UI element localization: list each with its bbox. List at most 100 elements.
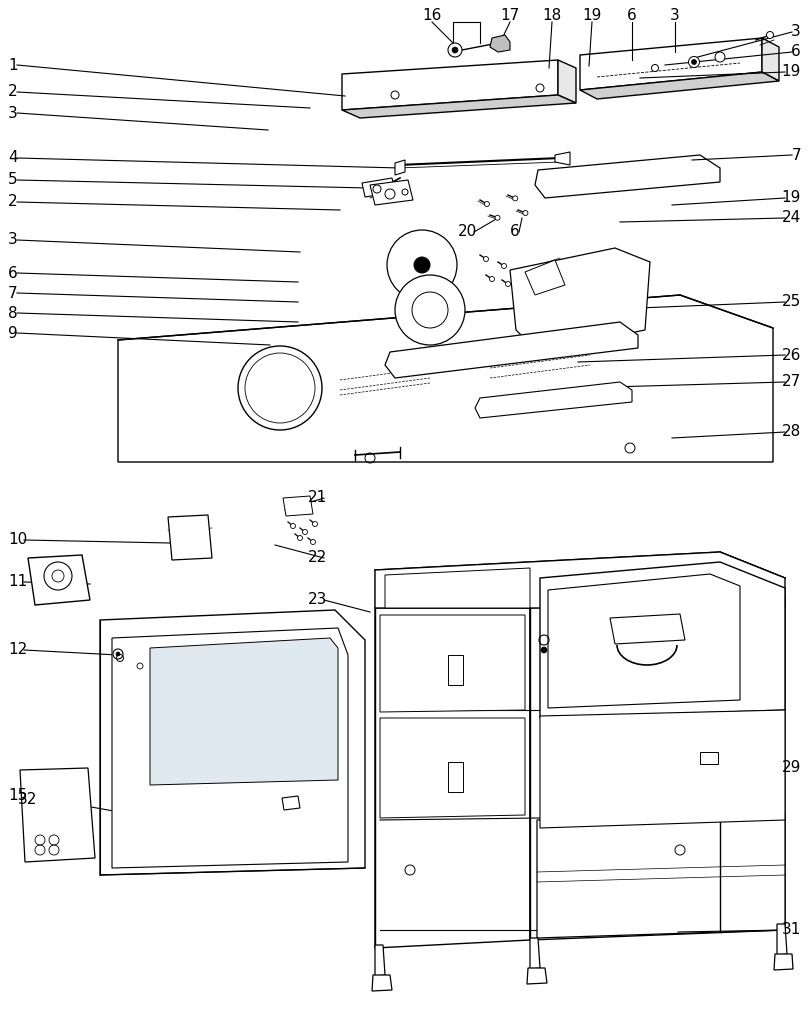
Text: 3: 3: [8, 105, 18, 121]
Text: 6: 6: [791, 44, 801, 59]
Polygon shape: [774, 954, 793, 970]
Polygon shape: [610, 614, 685, 644]
Text: 24: 24: [781, 211, 801, 225]
Text: 15: 15: [8, 787, 28, 803]
Text: 12: 12: [8, 642, 28, 657]
Circle shape: [387, 230, 457, 300]
Polygon shape: [112, 628, 348, 868]
Circle shape: [651, 65, 659, 72]
Text: 18: 18: [542, 8, 561, 23]
Text: 22: 22: [308, 551, 328, 565]
Polygon shape: [537, 812, 785, 938]
Text: 6: 6: [8, 265, 18, 281]
Polygon shape: [525, 260, 565, 295]
Text: 25: 25: [781, 295, 801, 309]
Circle shape: [116, 652, 120, 656]
Polygon shape: [490, 35, 510, 52]
Circle shape: [495, 215, 500, 220]
Circle shape: [414, 257, 430, 273]
Polygon shape: [540, 562, 785, 718]
Text: 6: 6: [510, 224, 519, 240]
Text: 20: 20: [458, 224, 477, 240]
Text: 6: 6: [627, 8, 637, 23]
Polygon shape: [777, 924, 787, 955]
Circle shape: [311, 540, 316, 545]
Circle shape: [298, 536, 303, 541]
Circle shape: [692, 59, 697, 65]
Polygon shape: [580, 38, 762, 90]
Polygon shape: [362, 178, 395, 197]
Polygon shape: [150, 638, 338, 785]
Text: 1: 1: [8, 57, 18, 73]
Polygon shape: [380, 718, 525, 818]
Text: 19: 19: [781, 65, 801, 80]
Polygon shape: [118, 295, 773, 462]
Text: 31: 31: [781, 923, 801, 938]
Polygon shape: [385, 568, 530, 608]
Polygon shape: [380, 615, 525, 712]
Text: 3: 3: [670, 8, 680, 23]
Circle shape: [513, 196, 518, 201]
Text: 7: 7: [8, 286, 18, 300]
Circle shape: [448, 43, 462, 57]
Text: 2: 2: [8, 85, 18, 99]
Text: 4: 4: [8, 151, 18, 166]
Polygon shape: [530, 598, 785, 940]
Polygon shape: [342, 60, 558, 110]
Polygon shape: [385, 322, 638, 378]
Text: 26: 26: [781, 347, 801, 362]
Polygon shape: [283, 496, 313, 516]
Polygon shape: [375, 945, 385, 976]
Polygon shape: [375, 552, 785, 608]
Polygon shape: [558, 60, 576, 103]
Circle shape: [395, 275, 465, 345]
Polygon shape: [282, 796, 300, 810]
Polygon shape: [372, 975, 392, 991]
Text: 27: 27: [781, 375, 801, 389]
Text: 16: 16: [422, 8, 442, 23]
Circle shape: [523, 211, 528, 215]
Text: 10: 10: [8, 532, 28, 548]
Circle shape: [485, 202, 489, 207]
Circle shape: [312, 521, 317, 526]
Circle shape: [506, 282, 510, 287]
Polygon shape: [475, 382, 632, 418]
Circle shape: [391, 91, 399, 99]
Circle shape: [715, 52, 725, 62]
Circle shape: [688, 56, 700, 68]
Polygon shape: [762, 38, 779, 81]
Polygon shape: [342, 95, 576, 118]
Polygon shape: [530, 938, 540, 969]
Text: 29: 29: [781, 761, 801, 775]
Polygon shape: [540, 710, 785, 828]
Text: 23: 23: [308, 593, 328, 607]
Bar: [448, 655, 463, 685]
Bar: [448, 762, 463, 792]
Text: 5: 5: [8, 172, 18, 187]
Polygon shape: [555, 152, 570, 165]
Circle shape: [452, 47, 458, 53]
Circle shape: [290, 523, 295, 528]
Text: 9: 9: [8, 326, 18, 341]
Circle shape: [303, 529, 307, 535]
Circle shape: [541, 647, 547, 653]
Polygon shape: [510, 248, 650, 352]
Circle shape: [766, 32, 773, 39]
Text: 7: 7: [791, 147, 801, 163]
Bar: [700, 752, 718, 764]
Text: 19: 19: [781, 190, 801, 206]
Text: 3: 3: [791, 25, 801, 40]
Polygon shape: [20, 768, 95, 862]
Polygon shape: [100, 610, 365, 874]
Circle shape: [484, 256, 489, 261]
Polygon shape: [580, 72, 779, 99]
Text: 2: 2: [8, 195, 18, 210]
Polygon shape: [535, 155, 720, 198]
Polygon shape: [375, 608, 530, 948]
Text: 17: 17: [501, 8, 519, 23]
Circle shape: [536, 84, 544, 92]
Circle shape: [489, 276, 494, 282]
Text: 19: 19: [582, 8, 602, 23]
Polygon shape: [527, 968, 547, 984]
Polygon shape: [395, 160, 405, 175]
